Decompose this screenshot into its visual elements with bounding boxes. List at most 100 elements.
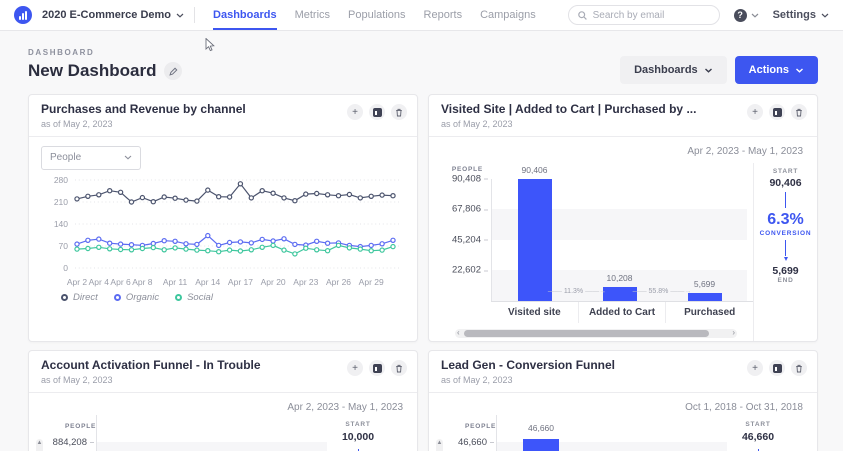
scroll-left-icon[interactable]: ‹ <box>457 327 460 337</box>
trash-icon <box>396 364 402 372</box>
scrollbar-thumb[interactable] <box>464 329 709 337</box>
card-activation-funnel: Account Activation Funnel - In Trouble a… <box>28 350 418 451</box>
line-chart[interactable]: 0 70 140 210 280 Apr 2 Apr 4 Apr 6 Apr 8 Apr 11 Ap… <box>41 172 405 294</box>
chevron-down-icon <box>704 67 712 73</box>
scroll-right-icon[interactable]: › <box>732 327 735 337</box>
page-title: New Dashboard <box>28 61 157 80</box>
arrow-down-icon <box>783 256 788 263</box>
svg-text:Apr 8: Apr 8 <box>132 277 153 287</box>
card-title: Purchases and Revenue by channel <box>41 102 246 116</box>
grid-band <box>497 441 727 451</box>
series-dot-icon <box>61 293 68 301</box>
open-chart-button[interactable] <box>369 360 385 376</box>
legend-item-direct[interactable]: Direct <box>61 292 98 303</box>
funnel-bar[interactable] <box>523 438 559 451</box>
conversion-value: 6.3% <box>767 210 804 228</box>
metric-select[interactable]: People <box>41 145 141 170</box>
step-conversion: 55.8% <box>633 288 692 295</box>
y-tick: 22,602 <box>451 264 489 276</box>
open-chart-button[interactable] <box>769 104 785 120</box>
svg-text:Apr 20: Apr 20 <box>261 277 286 287</box>
funnel-bar[interactable] <box>517 178 552 301</box>
connector-line <box>785 239 786 256</box>
delete-card-button[interactable] <box>391 104 407 120</box>
help-menu[interactable]: ? <box>733 8 759 22</box>
card-purchases-revenue: Purchases and Revenue by channel as of M… <box>28 94 418 342</box>
chevron-down-icon <box>796 67 803 73</box>
chart-shortcut-icon <box>372 363 382 373</box>
actions-button[interactable]: Actions <box>734 56 818 84</box>
dashboard-grid: Purchases and Revenue by channel as of M… <box>0 94 843 451</box>
app-logo-icon[interactable] <box>14 6 32 24</box>
svg-text:Apr 26: Apr 26 <box>326 277 351 287</box>
y-tick: 884,208 <box>29 437 94 448</box>
vertical-scrollbar[interactable]: ▲ <box>36 438 43 451</box>
funnel-bar[interactable] <box>602 287 637 301</box>
svg-text:280: 280 <box>54 175 68 185</box>
tab-metrics[interactable]: Metrics <box>294 9 331 21</box>
legend-item-social[interactable]: Social <box>175 292 213 303</box>
card-as-of: as of May 2, 2023 <box>441 374 513 385</box>
funnel-step-added: 10,208 <box>577 179 662 301</box>
svg-text:140: 140 <box>54 219 68 229</box>
open-chart-button[interactable] <box>369 104 385 120</box>
svg-text:Apr 4: Apr 4 <box>89 277 110 287</box>
search-input[interactable]: Search by email <box>567 5 720 25</box>
add-to-dashboard-button[interactable]: + <box>347 104 363 120</box>
chevron-down-icon <box>124 155 132 160</box>
horizontal-scrollbar[interactable]: ‹ › <box>455 327 737 338</box>
step-conversion: 11.3% <box>548 288 606 295</box>
scroll-up-icon[interactable]: ▲ <box>436 439 443 446</box>
y-tick: 67,806 <box>451 203 489 215</box>
y-axis-label: PEOPLE <box>65 422 97 430</box>
funnel-bar[interactable] <box>687 293 722 301</box>
connector-line <box>358 448 359 451</box>
delete-card-button[interactable] <box>791 360 807 376</box>
start-label: START <box>745 420 771 428</box>
delete-card-button[interactable] <box>391 360 407 376</box>
funnel-chart: PEOPLE 90,408 67,806 45,204 22,602 <box>429 163 753 301</box>
add-to-dashboard-button[interactable]: + <box>347 360 363 376</box>
funnel-chart[interactable]: Oct 1, 2018 - Oct 31, 2018 ▲ PEOPLE 46,6… <box>429 393 817 451</box>
scroll-up-icon[interactable]: ▲ <box>36 439 43 446</box>
legend-item-organic[interactable]: Organic <box>113 292 159 303</box>
start-label: START <box>772 167 799 175</box>
dashboard-eyebrow: DASHBOARD <box>28 48 95 57</box>
chart-shortcut-icon <box>372 107 382 117</box>
edit-title-button[interactable] <box>164 62 183 80</box>
org-switcher[interactable]: 2020 E-Commerce Demo <box>42 9 184 21</box>
vertical-scrollbar[interactable]: ▲ <box>436 438 443 451</box>
svg-text:Apr 14: Apr 14 <box>195 277 220 287</box>
open-chart-button[interactable] <box>769 360 785 376</box>
dashboards-dropdown-button[interactable]: Dashboards <box>620 56 727 84</box>
primary-tabs: Dashboards Metrics Populations Reports C… <box>213 0 536 30</box>
y-tick: 46,660 <box>429 437 494 448</box>
category-label: Purchased <box>665 301 753 323</box>
category-label: Added to Cart <box>577 301 666 323</box>
settings-menu[interactable]: Settings <box>773 9 829 21</box>
start-value: 10,000 <box>341 430 375 443</box>
bar-value: 46,660 <box>528 422 554 433</box>
funnel-chart[interactable]: Apr 2, 2023 - May 1, 2023 ▲ PEOPLE 884,2… <box>29 393 417 451</box>
connector-line <box>758 448 759 451</box>
tab-campaigns[interactable]: Campaigns <box>480 9 536 21</box>
funnel-step-purchased: 5,699 <box>662 179 747 301</box>
tab-reports[interactable]: Reports <box>423 9 463 21</box>
delete-card-button[interactable] <box>791 104 807 120</box>
funnel-step-visited: 90,406 <box>492 165 577 301</box>
tab-dashboards[interactable]: Dashboards <box>213 0 277 30</box>
funnel-plot[interactable]: 90,406 10,208 5,699 <box>491 165 747 301</box>
help-icon: ? <box>733 8 747 22</box>
y-axis-line <box>496 414 497 451</box>
add-to-dashboard-button[interactable]: + <box>747 360 763 376</box>
y-axis-line <box>96 414 97 451</box>
date-range: Apr 2, 2023 - May 1, 2023 <box>687 145 803 157</box>
date-range: Oct 1, 2018 - Oct 31, 2018 <box>685 401 803 413</box>
add-to-dashboard-button[interactable]: + <box>747 104 763 120</box>
y-tick: 90,408 <box>451 173 489 185</box>
card-title: Account Activation Funnel - In Trouble <box>41 358 261 372</box>
tab-populations[interactable]: Populations <box>348 9 406 21</box>
plus-icon: + <box>752 106 758 118</box>
bar-value: 90,406 <box>521 164 548 175</box>
end-value: 5,699 <box>772 264 799 277</box>
